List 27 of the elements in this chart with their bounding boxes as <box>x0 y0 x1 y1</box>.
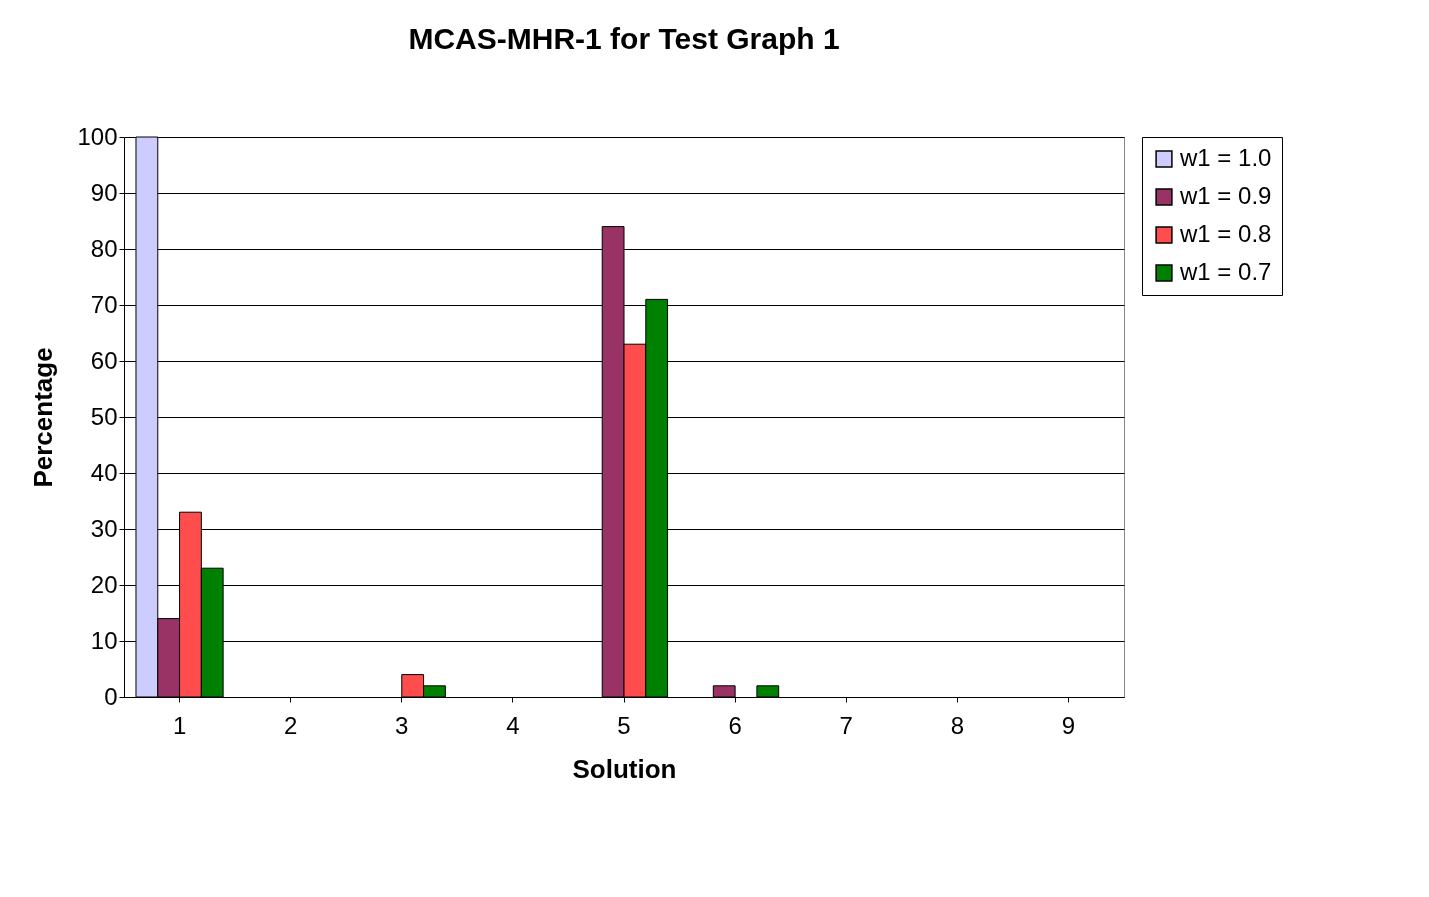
y-tick-label: 60 <box>90 346 118 374</box>
legend-label: w1 = 0.7 <box>1179 258 1272 285</box>
x-tick-label: 8 <box>950 711 965 739</box>
y-axis-title: Percentage <box>28 347 59 488</box>
x-tick-label: 4 <box>506 711 520 739</box>
x-tick-label: 7 <box>839 711 853 739</box>
y-tick-label: 100 <box>77 122 118 150</box>
x-tick-label: 3 <box>395 711 409 739</box>
y-tick-label: 50 <box>90 402 118 430</box>
y-tick-label: 10 <box>90 626 118 654</box>
y-tick-label: 20 <box>90 570 118 598</box>
legend-label: w1 = 1.0 <box>1179 144 1272 171</box>
x-tick-label: 9 <box>1061 711 1076 739</box>
y-tick-label: 0 <box>104 682 118 710</box>
y-tick-label: 80 <box>90 234 118 262</box>
y-tick-label: 30 <box>90 514 118 542</box>
chart-title: MCAS-MHR-1 for Test Graph 1 <box>408 22 840 55</box>
x-tick-label: 6 <box>728 711 742 739</box>
x-tick-label: 1 <box>172 711 187 739</box>
legend-label: w1 = 0.8 <box>1179 220 1272 247</box>
x-tick-label: 5 <box>617 711 631 739</box>
y-tick-label: 40 <box>90 458 118 486</box>
legend-label: w1 = 0.9 <box>1179 182 1272 209</box>
y-tick-label: 70 <box>90 290 118 318</box>
x-tick-label: 2 <box>283 711 298 739</box>
x-axis-title: Solution <box>572 753 677 784</box>
y-tick-label: 90 <box>90 178 118 206</box>
